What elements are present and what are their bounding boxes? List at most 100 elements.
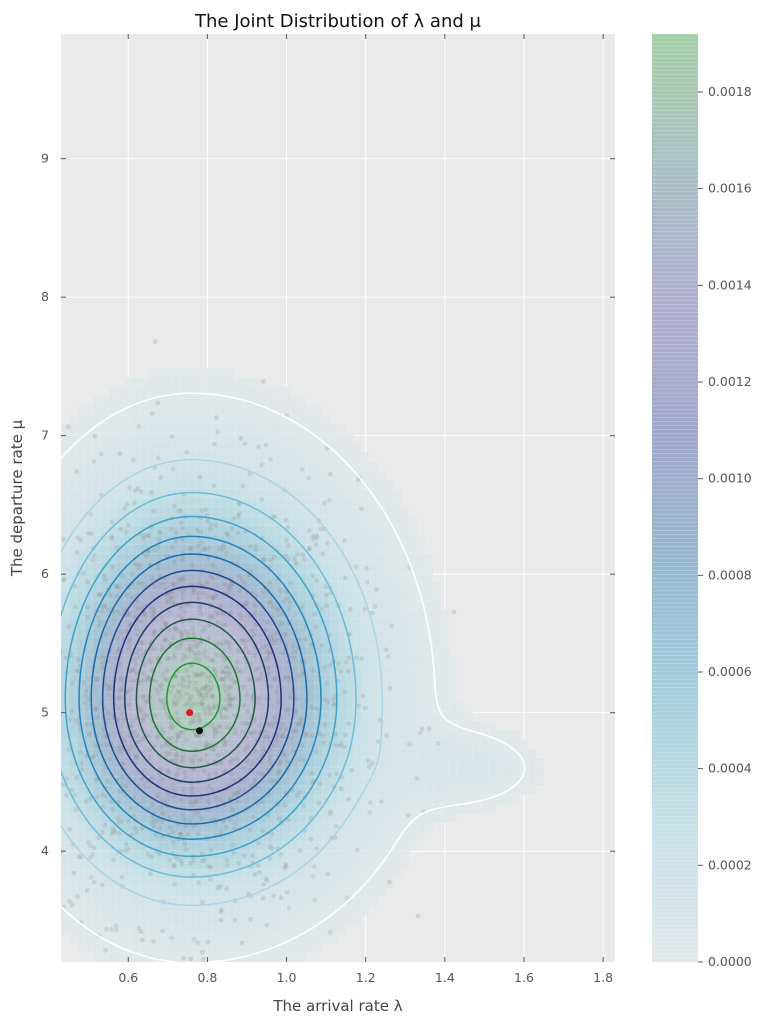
heatmap-cell bbox=[306, 674, 315, 685]
scatter-point bbox=[105, 717, 111, 723]
heatmap-cell bbox=[274, 933, 284, 945]
heatmap-cell bbox=[298, 896, 307, 907]
heatmap-cell bbox=[124, 442, 133, 453]
scatter-point bbox=[175, 734, 181, 740]
heatmap-cell bbox=[258, 933, 268, 945]
heatmap-cell bbox=[321, 516, 331, 527]
heatmap-cell bbox=[155, 906, 165, 917]
scatter-point bbox=[179, 557, 185, 563]
heatmap-cell bbox=[361, 739, 371, 750]
heatmap-cell bbox=[408, 766, 418, 778]
heatmap-cell bbox=[472, 794, 482, 805]
heatmap-cell bbox=[369, 655, 379, 666]
heatmap-cell bbox=[124, 488, 133, 499]
heatmap-cell bbox=[393, 571, 402, 583]
heatmap-cell bbox=[187, 924, 197, 935]
x-axis-label: The arrival rate λ bbox=[272, 997, 402, 1015]
heatmap-cell bbox=[329, 618, 339, 629]
heatmap-cell bbox=[321, 711, 331, 722]
heatmap-cell bbox=[116, 442, 125, 453]
heatmap-cell bbox=[298, 451, 307, 462]
colorbar-tick-label: 0.0016 bbox=[708, 181, 752, 196]
heatmap-cell bbox=[76, 636, 86, 648]
heatmap-cell bbox=[416, 553, 426, 564]
heatmap-cell bbox=[408, 729, 418, 740]
heatmap-cell bbox=[377, 822, 387, 833]
heatmap-cell bbox=[408, 794, 418, 805]
scatter-point bbox=[206, 635, 212, 641]
scatter-point bbox=[362, 705, 368, 711]
scatter-point bbox=[275, 699, 281, 705]
heatmap-cell bbox=[337, 442, 347, 453]
heatmap-cell bbox=[147, 432, 157, 443]
heatmap-cell bbox=[353, 859, 363, 870]
heatmap-cell bbox=[440, 729, 450, 740]
heatmap-cell bbox=[155, 915, 165, 926]
scatter-point bbox=[206, 704, 212, 710]
heatmap-cell bbox=[258, 544, 268, 555]
heatmap-cell bbox=[488, 757, 497, 768]
heatmap-cell bbox=[92, 479, 102, 490]
scatter-point bbox=[334, 771, 340, 777]
heatmap-cell bbox=[377, 766, 387, 778]
scatter-point bbox=[417, 730, 423, 736]
heatmap-cell bbox=[361, 460, 371, 471]
heatmap-cell bbox=[274, 785, 284, 796]
heatmap-cell bbox=[179, 933, 189, 945]
heatmap-cell bbox=[226, 367, 236, 379]
heatmap-cell bbox=[92, 395, 102, 406]
heatmap-cell bbox=[258, 386, 268, 397]
scatter-point bbox=[292, 556, 297, 562]
heatmap-cell bbox=[163, 507, 173, 518]
scatter-point bbox=[283, 708, 289, 713]
heatmap-cell bbox=[290, 915, 300, 926]
heatmap-cell bbox=[124, 933, 133, 945]
heatmap-cell bbox=[179, 497, 189, 508]
scatter-point bbox=[210, 658, 215, 664]
scatter-point bbox=[182, 841, 188, 847]
heatmap-cell bbox=[298, 516, 307, 527]
heatmap-cell bbox=[195, 423, 205, 434]
heatmap-cell bbox=[424, 776, 434, 787]
heatmap-cell bbox=[155, 432, 165, 443]
heatmap-cell bbox=[187, 423, 197, 434]
heatmap-cell bbox=[116, 534, 125, 546]
scatter-point bbox=[94, 677, 99, 683]
heatmap-cell bbox=[401, 571, 410, 583]
heatmap-cell bbox=[321, 423, 331, 434]
scatter-point bbox=[124, 784, 129, 789]
y-tick-label: 6 bbox=[41, 566, 49, 581]
scatter-point bbox=[202, 649, 208, 655]
scatter-point bbox=[226, 584, 232, 589]
heatmap-cell bbox=[84, 906, 94, 917]
heatmap-cell bbox=[448, 692, 458, 703]
heatmap-cell bbox=[203, 395, 213, 406]
heatmap-cell bbox=[329, 757, 339, 768]
heatmap-cell bbox=[321, 479, 331, 490]
heatmap-cell bbox=[408, 525, 418, 536]
heatmap-cell bbox=[353, 813, 363, 824]
heatmap-cell bbox=[187, 507, 197, 518]
scatter-point bbox=[64, 792, 69, 798]
scatter-point bbox=[336, 661, 341, 667]
heatmap-cell bbox=[369, 887, 379, 898]
heatmap-cell bbox=[242, 386, 252, 397]
scatter-point bbox=[188, 956, 194, 962]
scatter-point bbox=[374, 587, 379, 592]
heatmap-cell bbox=[84, 414, 94, 425]
heatmap-cell bbox=[314, 933, 323, 945]
heatmap-cell bbox=[187, 887, 197, 898]
heatmap-cell bbox=[211, 943, 220, 954]
heatmap-cell bbox=[464, 748, 474, 759]
scatter-point bbox=[172, 503, 178, 509]
heatmap-cell bbox=[401, 785, 410, 796]
heatmap-cell bbox=[187, 367, 197, 379]
colorbar-tick-label: 0.0000 bbox=[708, 954, 752, 969]
heatmap-cell bbox=[488, 720, 497, 731]
scatter-point bbox=[127, 485, 132, 491]
heatmap-cell bbox=[416, 785, 426, 796]
scatter-point bbox=[295, 551, 300, 557]
scatter-point bbox=[129, 687, 134, 692]
scatter-point bbox=[138, 619, 144, 624]
heatmap-cell bbox=[108, 571, 118, 583]
